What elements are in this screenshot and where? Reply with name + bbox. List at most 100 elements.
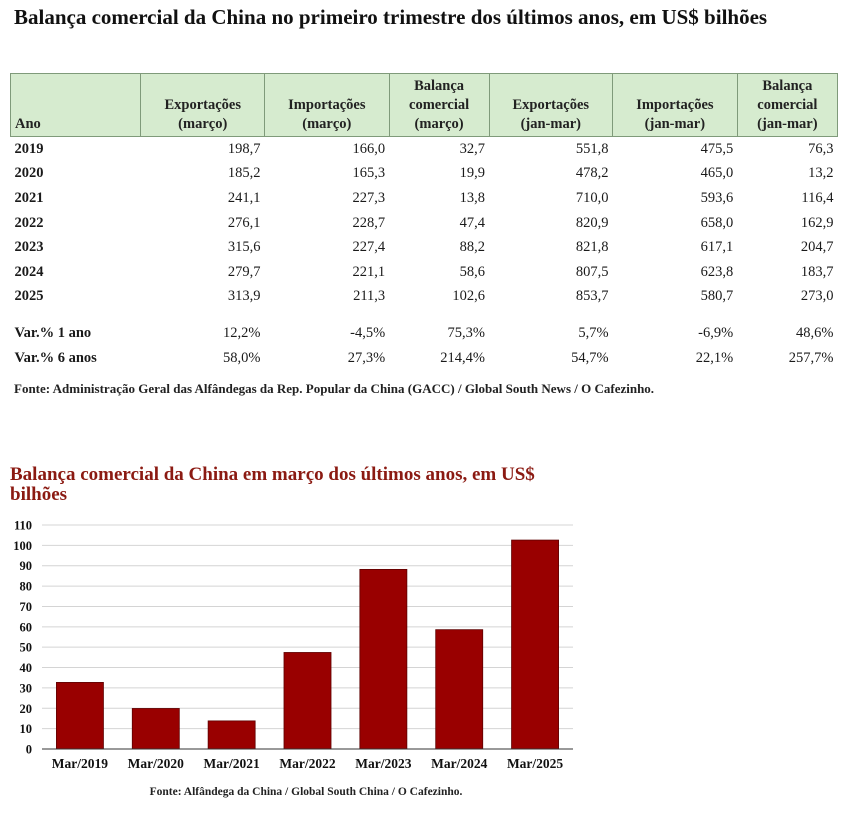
y-tick-label: 80: [20, 580, 33, 594]
value-cell: 19,9: [459, 165, 486, 182]
column-header-line: (março): [414, 116, 464, 132]
row-label-cell: 2024: [14, 263, 44, 280]
column-header: Exportações (jan-mar): [488, 73, 614, 137]
column-header: Importações (jan-mar): [612, 73, 738, 137]
value-cell: 807,5: [575, 263, 609, 280]
bar: [56, 682, 104, 750]
value-cell: 214,4%: [440, 349, 486, 366]
y-tick-label: 50: [20, 641, 33, 655]
value-cell: 5,7%: [578, 324, 609, 341]
column-header: Exportações (março): [140, 73, 265, 137]
column-header-line: (jan-mar): [520, 116, 581, 132]
value-cell: 58,6: [459, 263, 486, 280]
column-header-line: Exportações: [512, 97, 590, 113]
row-label-cell: 2021: [14, 189, 44, 206]
variation-row: Var.% 1 ano 12,2% -4,5% 75,3% 5,7% -6,9% 48,6%: [11, 321, 838, 346]
column-header-line: Balança: [762, 78, 813, 94]
value-cell: 116,4: [801, 189, 834, 206]
column-header-line: Exportações: [164, 97, 241, 113]
table-row: 2023 315,6 227,4 88,2 821,8 617,1 204,7: [11, 235, 838, 260]
value-cell: 54,7%: [571, 349, 609, 366]
value-cell: 313,9: [227, 288, 261, 305]
value-cell: 478,2: [575, 165, 609, 182]
value-cell: -6,9%: [698, 324, 734, 341]
column-header-line: Ano: [15, 116, 41, 132]
column-header: Ano: [9, 73, 142, 137]
value-cell: 821,8: [575, 239, 609, 256]
value-cell: 13,2: [808, 165, 834, 182]
table-row: 2019 198,7 166,0 32,7 551,8 475,5 76,3: [11, 137, 838, 162]
bar-chart: 0 10 20 30 40 50 60 70 80 90 100 110 Mar/2019 Mar/202…: [13, 519, 573, 771]
y-tick-label: 10: [20, 722, 33, 736]
value-cell: 13,8: [459, 189, 486, 206]
value-cell: 820,9: [575, 214, 609, 231]
value-cell: -4,5%: [350, 324, 386, 341]
column-header-line: Importações: [288, 97, 366, 113]
table-body: 2019 198,7 166,0 32,7 551,8 475,5 76,3 2020 185,…: [11, 137, 838, 371]
value-cell: 580,7: [700, 288, 734, 305]
value-cell: 465,0: [700, 165, 734, 182]
y-tick-label: 100: [13, 539, 32, 553]
table-header: Ano Exportações (março) Importações (março) B…: [9, 73, 839, 137]
value-cell: 204,7: [800, 239, 834, 256]
column-header-line: Balança: [414, 78, 465, 94]
value-cell: 58,0%: [223, 349, 261, 366]
value-cell: 76,3: [808, 140, 834, 157]
value-cell: 273,0: [800, 288, 834, 305]
table-title: Balança comercial da China no primeiro t…: [14, 5, 768, 29]
chart-source-note: Fonte: Alfândega da China / Global South…: [149, 786, 463, 798]
value-cell: 162,9: [800, 214, 834, 231]
value-cell: 276,1: [227, 214, 261, 231]
value-cell: 185,2: [227, 165, 261, 182]
y-tick-label: 0: [26, 743, 32, 757]
value-cell: 221,1: [352, 263, 386, 280]
table-row: 2021 241,1 227,3 13,8 710,0 593,6 116,4: [11, 186, 838, 211]
value-cell: 241,1: [227, 189, 261, 206]
column-header: Balança comercial (março): [388, 73, 490, 137]
value-cell: 211,3: [353, 288, 386, 305]
row-label-cell: 2023: [14, 239, 44, 256]
value-cell: 475,5: [700, 140, 734, 157]
spacer-cell: [11, 309, 838, 321]
table-row: 2024 279,7 221,1 58,6 807,5 623,8 183,7: [11, 260, 838, 285]
value-cell: 75,3%: [447, 324, 486, 341]
x-tick-label: Mar/2021: [204, 756, 260, 771]
trade-balance-table: Ano Exportações (março) Importações (março) B…: [9, 73, 839, 371]
value-cell: 853,7: [575, 288, 609, 305]
value-cell: 623,8: [700, 263, 734, 280]
value-cell: 228,7: [352, 214, 386, 231]
x-tick-label: Mar/2025: [507, 756, 563, 771]
chart-title: Balança comercial da China em março dos …: [10, 464, 535, 505]
row-spacer: [11, 309, 838, 321]
value-cell: 102,6: [452, 288, 486, 305]
value-cell: 617,1: [700, 239, 734, 256]
table-row: 2020 185,2 165,3 19,9 478,2 465,0 13,2: [11, 162, 838, 187]
column-header-line: (março): [178, 116, 228, 132]
value-cell: 315,6: [227, 239, 261, 256]
bar: [359, 568, 408, 750]
table-row: 2022 276,1 228,7 47,4 820,9 658,0 162,9: [11, 211, 838, 236]
y-tick-label: 90: [20, 559, 33, 573]
bar: [435, 629, 484, 750]
table-row: 2025 313,9 211,3 102,6 853,7 580,7 273,0: [11, 285, 838, 310]
row-label-cell: 2020: [14, 165, 44, 182]
row-label-cell: 2019: [14, 140, 44, 157]
value-cell: 710,0: [575, 189, 609, 206]
column-header-line: (jan-mar): [757, 116, 818, 132]
y-tick-label: 110: [14, 519, 32, 533]
y-tick-label: 70: [20, 600, 33, 614]
value-cell: 47,4: [459, 214, 486, 231]
bar: [511, 539, 559, 750]
column-header-line: comercial: [409, 97, 470, 113]
value-cell: 658,0: [700, 214, 734, 231]
value-cell: 198,7: [227, 140, 261, 157]
column-header-line: (jan-mar): [644, 116, 706, 132]
table-source-note: Fonte: Administração Geral das Alfândega…: [14, 381, 655, 396]
y-tick-label: 20: [20, 702, 33, 716]
header-row: Ano Exportações (março) Importações (março) B…: [9, 73, 839, 137]
value-cell: 257,7%: [788, 349, 834, 366]
value-cell: 32,7: [459, 140, 486, 157]
column-header: Balança comercial (jan-mar): [736, 73, 839, 137]
column-header-line: comercial: [757, 97, 818, 113]
value-cell: 166,0: [352, 140, 386, 157]
